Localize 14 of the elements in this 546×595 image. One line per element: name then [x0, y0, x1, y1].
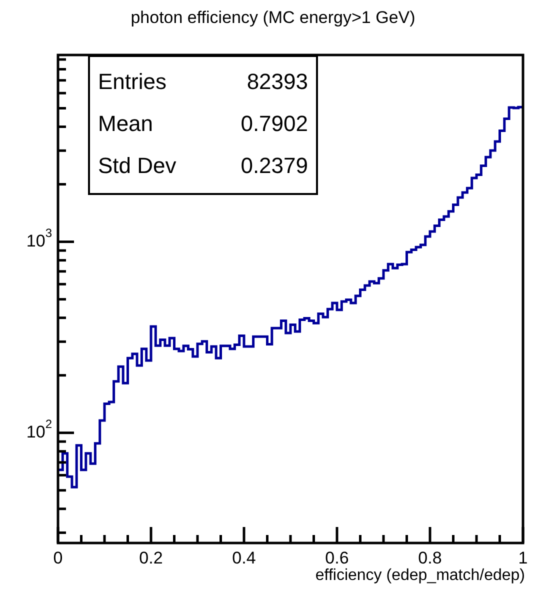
x-axis-title: efficiency (edep_match/edep)	[315, 567, 525, 585]
x-tick-label: 0.4	[232, 548, 256, 568]
chart-title: photon efficiency (MC energy>1 GeV)	[130, 8, 416, 28]
x-tick-label: 0.6	[325, 548, 349, 568]
x-tick-label: 0.8	[418, 548, 442, 568]
x-tick-label: 1	[518, 548, 528, 568]
annotation: 82393	[246, 68, 308, 96]
annotation: Mean	[98, 110, 154, 138]
annotation: 0.2379	[240, 152, 308, 180]
x-tick-label: 0.2	[139, 548, 163, 568]
annotation: Std Dev	[98, 152, 176, 180]
annotation: 0.7902	[240, 110, 308, 138]
x-tick-label: 0	[53, 548, 63, 568]
annotation: Entries	[98, 68, 166, 96]
